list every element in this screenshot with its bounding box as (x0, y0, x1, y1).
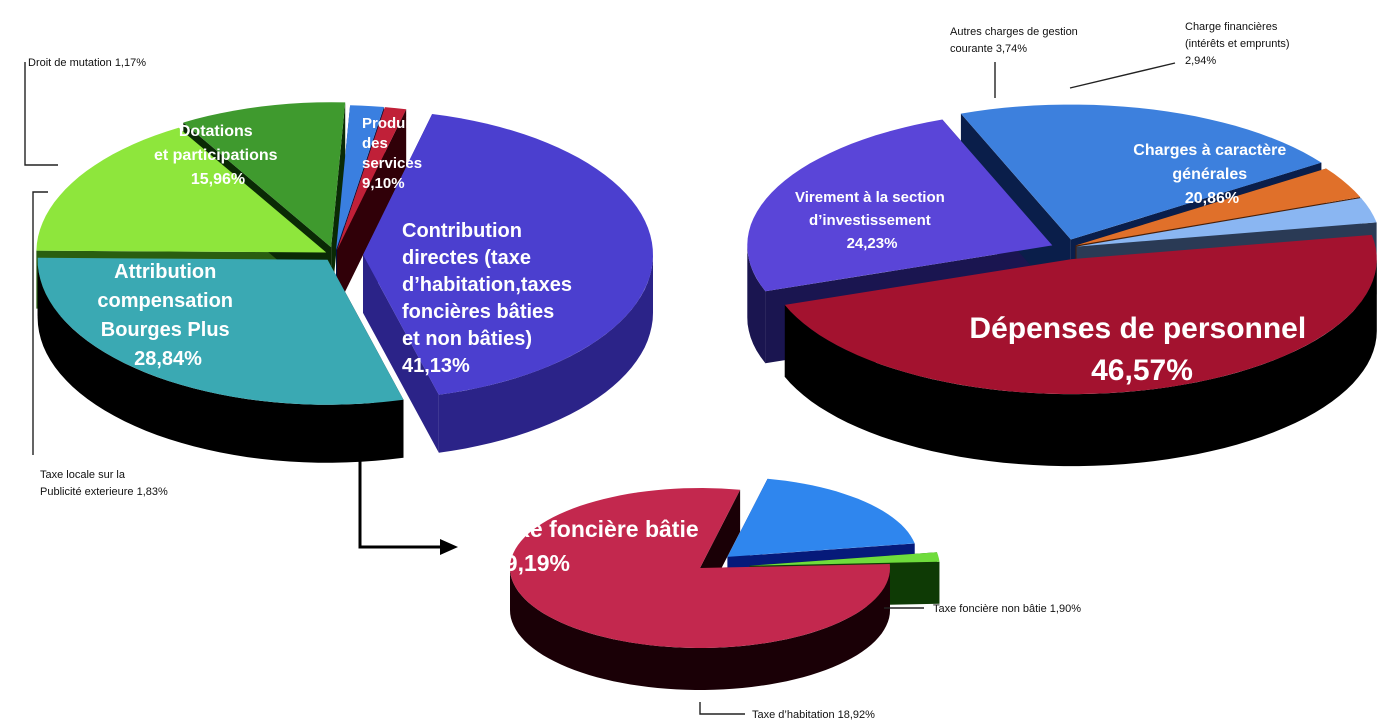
slice-virement-a-la-section-d-investissement-2 (747, 119, 1053, 292)
leader-habitation (699, 702, 745, 715)
label-produits: Produits des services 9,10% (362, 115, 427, 192)
slice-wall-contribution-directes-taxe-d-habitation- (362, 254, 439, 453)
pie-chart-contributions-directes (510, 478, 940, 690)
slice-taxe-locale-sur-la-publicite-exterieure- (336, 105, 384, 250)
leader-droit-mutation (24, 62, 58, 166)
slice-side-virement-a-la-section-d-investissement-2 (747, 245, 766, 364)
slice-wall-droit-de-mutation-1-17 (337, 109, 407, 309)
label-personnel: Dépenses de personnel 46,57% (969, 312, 1314, 387)
label-dotations: Dotations et participations 15,96% (154, 123, 282, 188)
slice-taxe-fonciere-batie-79-19 (510, 488, 890, 648)
slice-side-attribution-compensation-bourges-plus-28 (37, 259, 404, 463)
label-contribution: Contribution directes (taxe d’habitation… (402, 220, 578, 377)
label-droit-mutation: Droit de mutation 1,17% (28, 57, 146, 69)
leader-charge-financieres (1069, 62, 1176, 89)
slice-side-taxe-fonciere-batie-79-19 (510, 568, 890, 690)
label-autres-charges: Autres charges de gestion courante 3,74% (950, 26, 1081, 55)
pie-chart-recettes (36, 102, 653, 463)
slice-contribution-directes-taxe-d-habitation- (363, 114, 653, 395)
slice-attribution-compensation-bourges-plus-28 (37, 257, 404, 405)
slice-side-depenses-de-personnel-46-57 (784, 259, 1377, 467)
slice-dotations-et-participations-15-96 (36, 127, 327, 253)
connector-arrow (358, 440, 458, 555)
label-habitation: Taxe d’habitation 18,92% (752, 709, 875, 721)
label-charge-financieres: Charge financières (intérêts et emprunts… (1185, 21, 1293, 67)
pie-chart-depenses (747, 104, 1377, 467)
slice-droit-de-mutation-1-17 (337, 107, 407, 251)
label-charges-generales: Charges à caractère générales 20,86% (1133, 142, 1290, 207)
label-taxe-locale: Taxe locale sur la Publicité exterieure … (40, 469, 168, 498)
slice-depenses-de-personnel-46-57 (784, 234, 1377, 395)
leader-taxe-locale (32, 191, 48, 455)
slice-produits-des-services-9-10 (183, 102, 346, 248)
label-virement: Virement à la section d’investissement 2… (795, 189, 949, 252)
label-attribution: Attribution compensation Bourges Plus 28… (97, 261, 238, 370)
slice-taxe-d-habitation-18-92 (727, 478, 915, 557)
label-fonciere-non-batie: Taxe foncière non bâtie 1,90% (933, 603, 1081, 615)
slice-wall-produits-des-services-9-10 (331, 102, 346, 306)
slice-side-contribution-directes-taxe-d-habitation- (438, 254, 653, 453)
slice-charge-financieres-interets-et-emprunts- (1076, 198, 1377, 247)
slice-autres-charges-de-gestion-courante-3-74 (1075, 168, 1361, 246)
slice-taxe-fonciere-non-batie-1-90 (749, 552, 940, 566)
slice-charges-a-caractere-generales-20-86 (960, 104, 1322, 240)
label-fonciere-batie: Taxe foncière bâtie 79,19% (492, 516, 705, 576)
